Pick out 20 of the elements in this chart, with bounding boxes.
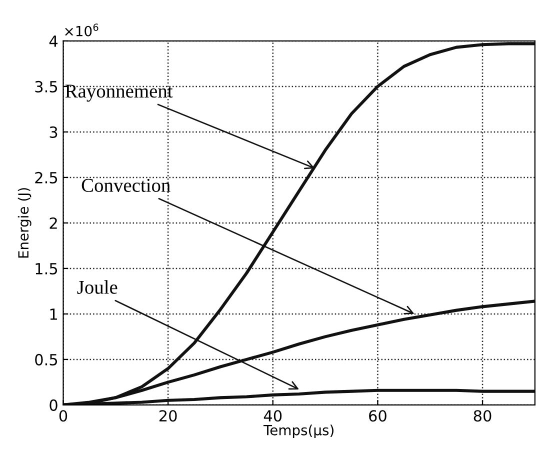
x-tick-label: 60 (369, 410, 386, 422)
x-axis-title: Temps(µs) (263, 424, 334, 438)
y-tick-label: 1 (50, 308, 57, 320)
x-tick-label: 20 (159, 410, 177, 422)
y-tick-label: 3 (50, 126, 58, 138)
annotation: Convection (82, 178, 170, 192)
y-tick-label: 2.5 (35, 172, 58, 184)
y-tick-label: 2 (50, 217, 57, 229)
annotation: Rayonnement (65, 84, 173, 102)
y-tick-label: 3.5 (35, 80, 58, 92)
y-axis-title: Energie (J) (18, 188, 32, 258)
y-tick-label: 1.5 (36, 263, 58, 274)
annotation: Joule (77, 280, 118, 294)
y-tick-label: 4 (49, 36, 58, 47)
x-tick-label: 80 (474, 410, 492, 422)
y-tick-label: 0.5 (35, 354, 58, 366)
x-tick-label: 40 (264, 410, 282, 422)
x-tick-label: 0 (59, 410, 68, 422)
text: ×10$^{6}$ (65, 24, 98, 36)
y-tick-label: 0 (50, 399, 58, 411)
